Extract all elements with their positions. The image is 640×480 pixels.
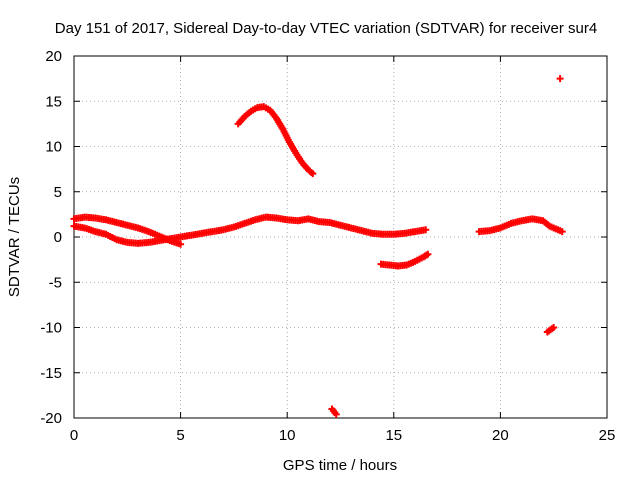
x-axis-label: GPS time / hours — [283, 457, 397, 474]
x-tick-label: 25 — [599, 427, 616, 444]
y-tick-label: 0 — [54, 229, 62, 246]
data-point — [422, 226, 430, 234]
x-tick-label: 5 — [176, 427, 184, 444]
data-point — [550, 324, 558, 331]
y-tick-label: 5 — [54, 184, 62, 201]
data-point — [309, 170, 317, 178]
y-tick-label: -5 — [49, 274, 62, 291]
y-tick-label: -20 — [40, 410, 62, 427]
y-tick-label: -10 — [40, 320, 62, 337]
plot-frame — [73, 55, 608, 419]
chart-title: Day 151 of 2017, Sidereal Day-to-day VTE… — [55, 20, 597, 37]
data-point — [332, 410, 340, 418]
data-point — [424, 250, 432, 258]
data-point — [558, 228, 566, 236]
axis-ticks: 0 5 10 15 20 25 -20 -15 -10 -5 0 5 10 15 20 — [40, 48, 615, 444]
y-tick-label: -15 — [40, 365, 62, 382]
x-tick-label: 15 — [385, 427, 402, 444]
y-tick-label: 15 — [45, 93, 62, 110]
data-points — [70, 75, 566, 418]
x-tick-label: 10 — [279, 427, 296, 444]
y-axis-label: SDTVAR / TECUs — [6, 177, 23, 297]
x-tick-label: 0 — [70, 427, 78, 444]
x-tick-label: 20 — [492, 427, 509, 444]
grid-lines — [74, 56, 607, 418]
y-tick-label: 10 — [45, 139, 62, 156]
data-point — [177, 240, 185, 248]
y-tick-label: 20 — [45, 48, 62, 65]
data-point — [556, 75, 564, 83]
